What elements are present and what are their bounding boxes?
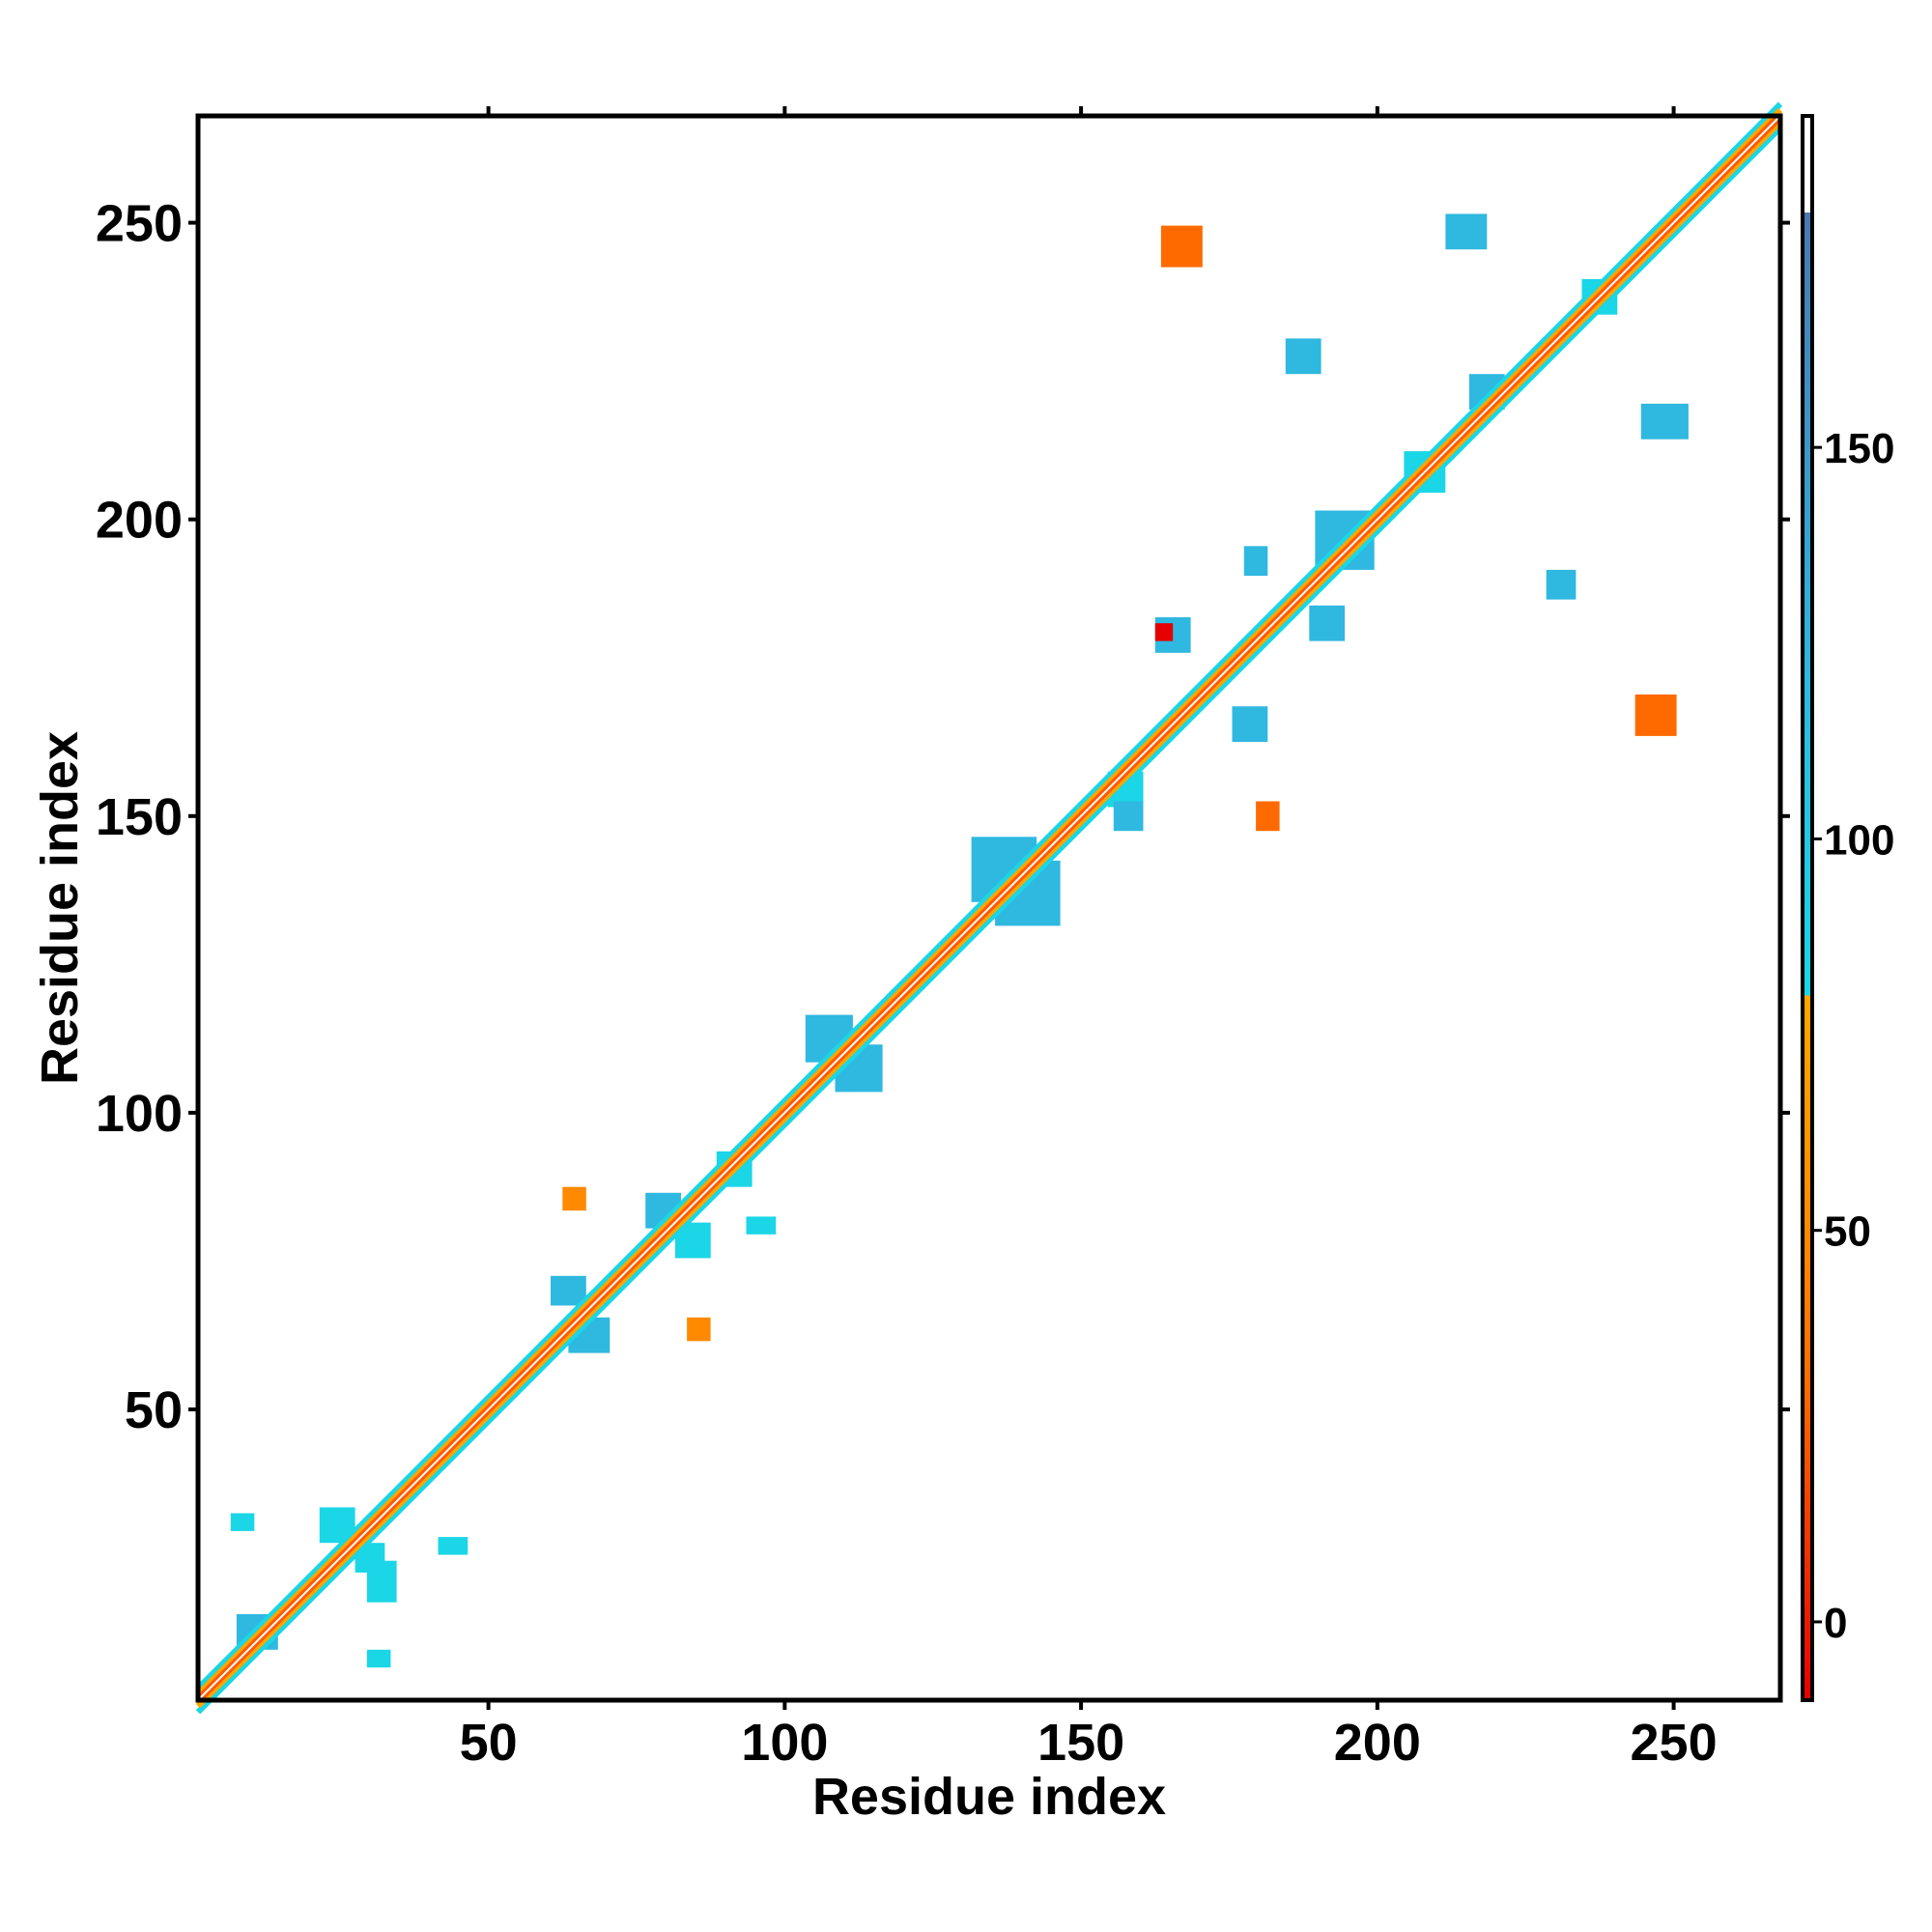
contact-block xyxy=(1445,213,1488,250)
contact-block xyxy=(562,1186,586,1211)
contact-block xyxy=(746,1216,777,1235)
y-axis-title: Residue index xyxy=(31,731,89,1085)
contact-block xyxy=(1309,605,1346,641)
x-axis-title: Residue index xyxy=(812,1768,1166,1826)
contact-block xyxy=(366,1649,391,1668)
x-tick-label: 100 xyxy=(741,1714,828,1772)
x-tick-label: 200 xyxy=(1334,1714,1421,1772)
x-tick-label: 150 xyxy=(1037,1714,1124,1772)
contact-block xyxy=(230,1513,255,1531)
y-tick-label: 150 xyxy=(96,788,183,846)
diagonal-band xyxy=(195,101,1783,1690)
diagonal-band xyxy=(195,126,1783,1715)
contact-block xyxy=(1546,569,1577,600)
plot-area xyxy=(195,101,1783,1715)
contact-block xyxy=(1232,706,1268,742)
diagonal-band xyxy=(195,119,1783,1709)
contact-block xyxy=(366,1560,397,1603)
y-tick-label: 50 xyxy=(125,1381,183,1439)
contact-block xyxy=(687,1317,711,1342)
colorbar-tick-label: 100 xyxy=(1824,816,1894,864)
colorbar-frame xyxy=(1801,114,1814,1702)
contact-block xyxy=(1154,623,1174,641)
contact-block xyxy=(1113,801,1144,832)
contact-block xyxy=(551,1275,586,1306)
x-tick-label: 50 xyxy=(460,1714,518,1772)
y-tick-label: 250 xyxy=(96,195,183,253)
axis-ticks: 50 100 150 200 250 50 100 150 200 250 xyxy=(96,106,1790,1772)
y-tick-label: 100 xyxy=(96,1085,183,1143)
x-tick-label: 250 xyxy=(1631,1714,1718,1772)
colorbar-tick-label: 150 xyxy=(1824,425,1894,472)
contact-block xyxy=(1634,694,1677,736)
contact-block xyxy=(438,1537,469,1555)
diagonal-band xyxy=(195,107,1783,1697)
colorbar-tick-label: 0 xyxy=(1824,1600,1847,1647)
contact-block xyxy=(1285,338,1321,375)
colorbar: 0 50 100 150 xyxy=(1801,114,1894,1702)
contact-block xyxy=(1640,403,1689,440)
contact-block xyxy=(1160,225,1203,268)
diagonal-center xyxy=(197,115,1781,1701)
contact-block xyxy=(1256,801,1280,832)
colorbar-tick-label: 50 xyxy=(1824,1208,1871,1256)
contact-block xyxy=(1243,546,1268,576)
colorbar-fill xyxy=(1803,213,1812,1700)
y-tick-label: 200 xyxy=(96,492,183,550)
plot-frame xyxy=(195,113,1783,1703)
